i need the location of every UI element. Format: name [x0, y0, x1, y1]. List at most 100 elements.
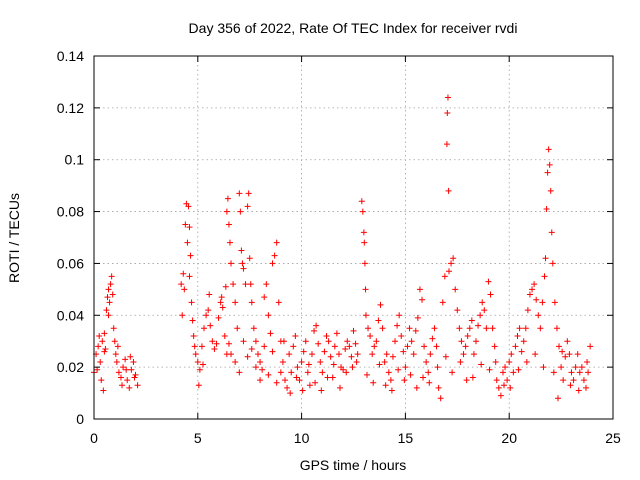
- data-point: [568, 369, 575, 376]
- data-point: [232, 299, 239, 306]
- data-point: [535, 312, 542, 319]
- data-point: [358, 198, 365, 205]
- data-point: [385, 369, 392, 376]
- y-tick-label: 0.1: [65, 152, 85, 168]
- data-point: [559, 348, 566, 355]
- data-point: [180, 270, 187, 277]
- data-point: [194, 358, 201, 365]
- data-point: [373, 338, 380, 345]
- data-point: [201, 325, 208, 332]
- data-point: [252, 338, 259, 345]
- data-point: [477, 312, 484, 319]
- data-point: [504, 377, 511, 384]
- data-point: [107, 281, 114, 288]
- data-point: [437, 395, 444, 402]
- data-point: [188, 299, 195, 306]
- data-points: [91, 94, 594, 402]
- data-point: [317, 358, 324, 365]
- data-point: [330, 361, 337, 368]
- data-point: [96, 333, 103, 340]
- data-point: [495, 384, 502, 391]
- y-tick-label: 0.12: [57, 100, 84, 116]
- data-point: [444, 110, 451, 117]
- data-point: [558, 364, 565, 371]
- data-point: [244, 353, 251, 360]
- data-point: [376, 361, 383, 368]
- data-point: [359, 208, 366, 215]
- data-point: [120, 364, 127, 371]
- data-point: [279, 358, 286, 365]
- data-point: [313, 322, 320, 329]
- data-point: [395, 366, 402, 373]
- data-point: [319, 369, 326, 376]
- data-point: [267, 330, 274, 337]
- data-point: [192, 351, 199, 358]
- data-point: [491, 343, 498, 350]
- data-point: [293, 374, 300, 381]
- data-point: [257, 377, 264, 384]
- data-point: [394, 322, 401, 329]
- data-point: [389, 353, 396, 360]
- data-point: [215, 314, 222, 321]
- grid: [94, 56, 613, 419]
- data-point: [566, 351, 573, 358]
- data-point: [541, 273, 548, 280]
- data-point: [425, 369, 432, 376]
- data-point: [468, 317, 475, 324]
- data-point: [277, 369, 284, 376]
- x-tick-label: 20: [501, 430, 517, 446]
- data-point: [554, 395, 561, 402]
- data-point: [412, 327, 419, 334]
- data-point: [542, 255, 549, 262]
- data-point: [323, 333, 330, 340]
- data-point: [186, 273, 193, 280]
- data-point: [444, 94, 451, 101]
- data-point: [574, 351, 581, 358]
- data-point: [102, 345, 109, 352]
- data-point: [493, 377, 500, 384]
- data-point: [449, 369, 456, 376]
- data-point: [103, 307, 110, 314]
- data-point: [117, 374, 124, 381]
- data-point: [230, 281, 237, 288]
- data-point: [112, 351, 119, 358]
- data-point: [526, 291, 533, 298]
- data-point: [520, 338, 527, 345]
- data-point: [288, 369, 295, 376]
- data-point: [572, 364, 579, 371]
- data-point: [104, 294, 111, 301]
- x-tick-label: 5: [194, 430, 202, 446]
- axis-ticks: 0 5 10 15 20 25 0 0.02 0.04 0.06 0.08 0.1 0.12 0.14: [57, 48, 621, 446]
- data-point: [327, 353, 334, 360]
- data-point: [248, 345, 255, 352]
- data-point: [578, 364, 585, 371]
- data-point: [532, 351, 539, 358]
- data-point: [342, 345, 349, 352]
- data-point: [240, 265, 247, 272]
- data-point: [400, 348, 407, 355]
- data-point: [257, 358, 264, 365]
- data-point: [206, 291, 213, 298]
- data-point: [211, 345, 218, 352]
- data-point: [119, 382, 126, 389]
- data-point: [232, 358, 239, 365]
- data-point: [207, 322, 214, 329]
- data-point: [127, 353, 134, 360]
- data-point: [408, 338, 415, 345]
- data-point: [97, 358, 104, 365]
- data-point: [370, 379, 377, 386]
- data-point: [101, 330, 108, 337]
- data-point: [531, 281, 538, 288]
- data-point: [583, 384, 590, 391]
- data-point: [198, 343, 205, 350]
- data-point: [458, 338, 465, 345]
- data-point: [124, 377, 131, 384]
- data-point: [287, 390, 294, 397]
- data-point: [182, 221, 189, 228]
- data-point: [543, 205, 550, 212]
- data-point: [502, 364, 509, 371]
- data-point: [228, 260, 235, 267]
- x-tick-label: 0: [90, 430, 98, 446]
- data-point: [518, 348, 525, 355]
- data-point: [109, 291, 116, 298]
